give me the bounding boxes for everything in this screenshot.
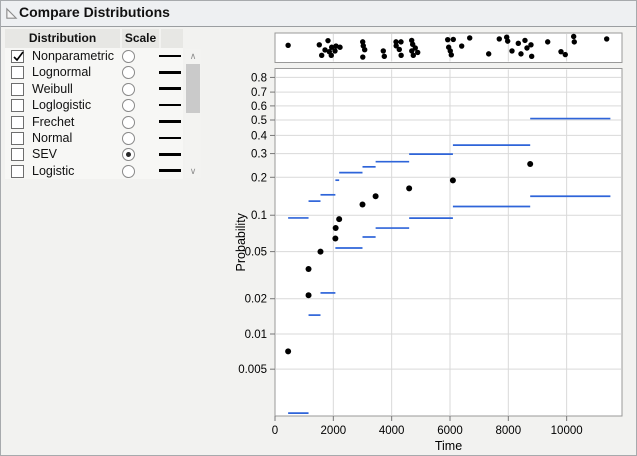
- distribution-checkbox[interactable]: [11, 99, 24, 113]
- line-style-swatch: [159, 152, 181, 156]
- probability-points[interactable]: [285, 161, 534, 355]
- distribution-checkbox[interactable]: [11, 50, 24, 63]
- distribution-checkbox[interactable]: [11, 66, 24, 80]
- distribution-checkbox[interactable]: [11, 115, 24, 129]
- scale-radio[interactable]: [122, 131, 135, 145]
- table-row: Lognormal: [5, 64, 183, 80]
- x-axis: 0 2000 4000 6000 8000 10000: [272, 416, 583, 437]
- scale-radio[interactable]: [122, 115, 135, 129]
- y-tick-label: 0.5: [251, 115, 267, 127]
- x-tick-label: 8000: [496, 425, 522, 437]
- scrollbar-thumb[interactable]: [186, 64, 200, 113]
- x-tick-label: 0: [272, 425, 278, 437]
- main-plot-box[interactable]: [274, 68, 623, 417]
- table-row: Nonparametric: [5, 48, 183, 64]
- distribution-checkbox[interactable]: [11, 148, 24, 162]
- line-style-swatch: [159, 54, 181, 58]
- distribution-label: Frechet: [32, 114, 75, 129]
- line-style-swatch: [159, 169, 181, 172]
- distribution-label: Logistic: [32, 163, 75, 178]
- scale-radio[interactable]: [122, 99, 135, 113]
- y-tick-label: 0.7: [251, 87, 267, 99]
- scale-radio[interactable]: [122, 50, 135, 63]
- column-header-distribution: Distribution: [5, 29, 120, 48]
- scale-radio[interactable]: [122, 82, 135, 96]
- table-row: Normal: [5, 130, 183, 146]
- distribution-table: Nonparametric Lognormal Weibull Loglogistic…: [5, 48, 183, 180]
- table-row: SEV: [5, 146, 183, 162]
- line-style-swatch: [159, 103, 181, 107]
- y-axis-title: Probability: [234, 212, 248, 271]
- x-tick-label: 4000: [379, 425, 405, 437]
- collapse-triangle-icon[interactable]: [5, 7, 18, 20]
- distribution-label: Weibull: [32, 81, 73, 96]
- scroll-down-icon[interactable]: ∨: [189, 166, 197, 176]
- line-style-swatch: [159, 136, 181, 140]
- line-style-swatch: [159, 120, 181, 123]
- x-axis-title: Time: [435, 439, 462, 453]
- y-tick-label: 0.005: [238, 364, 267, 376]
- x-tick-label: 2000: [321, 425, 347, 437]
- line-style-swatch: [159, 87, 181, 90]
- y-tick-label: 0.01: [245, 329, 267, 341]
- table-scrollbar[interactable]: ∧ ∨: [185, 49, 201, 178]
- y-tick-label: 0.3: [251, 149, 267, 161]
- table-row: Logistic: [5, 163, 183, 179]
- y-tick-label: 0.1: [251, 210, 267, 222]
- distribution-label: Normal: [32, 130, 73, 145]
- probability-plot-region[interactable]: 0.8 0.7 0.6 0.5 0.4 0.3 0.2 0.1 0.05 0.02 0.01 0.00…: [231, 26, 637, 456]
- gridlines: [276, 34, 621, 415]
- checkmark-icon: [13, 51, 24, 62]
- y-tick-label: 0.05: [245, 247, 267, 259]
- x-tick-label: 6000: [437, 425, 463, 437]
- y-tick-label: 0.2: [251, 172, 267, 184]
- event-plot-dots[interactable]: [285, 33, 610, 60]
- table-row: Frechet: [5, 114, 183, 130]
- y-tick-label: 0.02: [245, 294, 267, 306]
- y-tick-label: 0.6: [251, 101, 267, 113]
- column-header-linestyle: [161, 29, 183, 48]
- line-style-swatch: [159, 70, 181, 74]
- y-tick-label: 0.4: [251, 130, 268, 142]
- probability-plot-svg[interactable]: 0.8 0.7 0.6 0.5 0.4 0.3 0.2 0.1 0.05 0.02 0.01 0.00…: [231, 26, 637, 456]
- distribution-checkbox[interactable]: [11, 82, 24, 96]
- distribution-label: SEV: [32, 147, 58, 162]
- distribution-label: Lognormal: [32, 65, 92, 80]
- column-header-scale: Scale: [122, 29, 159, 48]
- outline-title-bar: Compare Distributions: [1, 1, 636, 27]
- distribution-checkbox[interactable]: [11, 164, 24, 178]
- page-title: Compare Distributions: [19, 4, 170, 20]
- scale-radio[interactable]: [122, 66, 135, 80]
- scroll-up-icon[interactable]: ∧: [189, 51, 197, 61]
- scale-radio[interactable]: [122, 148, 135, 162]
- distribution-label: Loglogistic: [32, 98, 92, 113]
- y-tick-label: 0.8: [251, 72, 267, 84]
- confidence-limit-segments[interactable]: [288, 117, 611, 414]
- y-axis: 0.8 0.7 0.6 0.5 0.4 0.3 0.2 0.1 0.05 0.02 0.01 0.00…: [238, 72, 275, 376]
- table-row: Weibull: [5, 81, 183, 97]
- distribution-label: Nonparametric: [32, 49, 114, 63]
- x-tick-label: 10000: [551, 425, 583, 437]
- table-row: Loglogistic: [5, 97, 183, 113]
- scale-radio[interactable]: [122, 164, 135, 178]
- distribution-checkbox[interactable]: [11, 131, 24, 145]
